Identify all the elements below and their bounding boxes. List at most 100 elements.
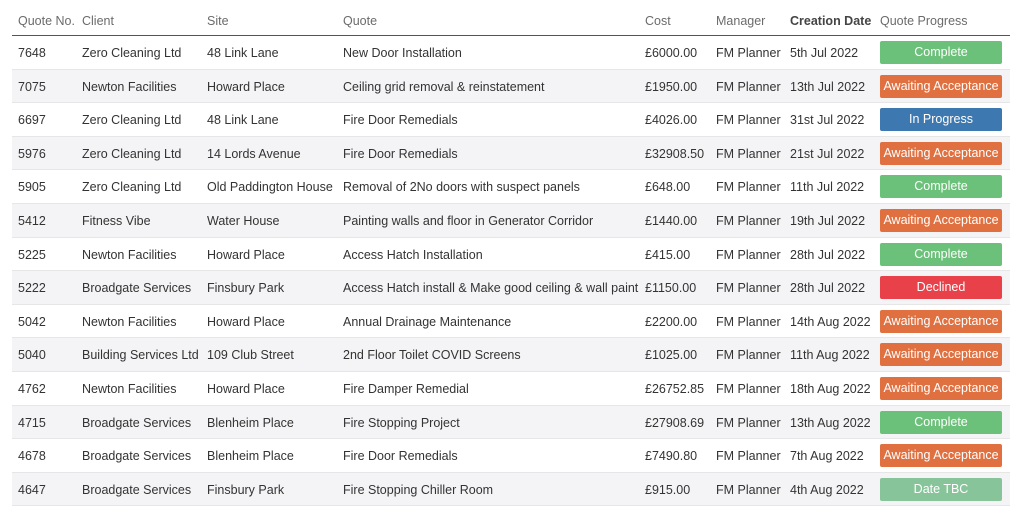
table-cell: Zero Cleaning Ltd xyxy=(82,146,182,161)
table-row[interactable]: 5412 Fitness Vibe Water House Painting wall… xyxy=(12,204,1010,238)
table-cell: 4647 xyxy=(18,482,46,497)
column-header[interactable]: Client xyxy=(82,14,114,28)
table-cell: Fitness Vibe xyxy=(82,214,151,228)
table-cell: 14 Lords Avenue xyxy=(207,146,301,161)
table-cell: 5976 xyxy=(18,146,46,161)
table-cell: Howard Place xyxy=(207,314,285,329)
table-cell: 13th Aug 2022 xyxy=(790,415,871,430)
table-cell: Ceiling grid removal & reinstatement xyxy=(343,79,545,94)
status-badge: In Progress xyxy=(880,108,1002,132)
table-cell: £7490.80 xyxy=(645,449,698,464)
table-row[interactable]: 7648 Zero Cleaning Ltd 48 Link Lane New Doo… xyxy=(12,36,1010,70)
table-cell: Newton Facilities xyxy=(82,247,177,262)
table-cell: FM Planner xyxy=(716,281,781,296)
table-cell: £26752.85 xyxy=(645,382,705,396)
table-cell: £648.00 xyxy=(645,180,691,195)
table-cell: 109 Club Street xyxy=(207,348,294,363)
table-cell: 5412 xyxy=(18,214,46,228)
table-cell: Fire Damper Remedial xyxy=(343,382,469,396)
table-cell: £6000.00 xyxy=(645,46,698,60)
table-cell: Broadgate Services xyxy=(82,415,192,430)
table-cell: Blenheim Place xyxy=(207,415,294,430)
status-badge: Awaiting Acceptance xyxy=(880,377,1002,400)
table-row[interactable]: 7075 Newton Facilities Howard Place Ceiling… xyxy=(12,69,1010,104)
table-cell: Howard Place xyxy=(207,79,285,94)
table-cell: 48 Link Lane xyxy=(207,113,279,128)
table-cell: 11th Jul 2022 xyxy=(790,180,865,195)
table-cell: New Door Installation xyxy=(343,46,462,60)
status-badge: Awaiting Acceptance xyxy=(880,141,1002,165)
table-cell: Broadgate Services xyxy=(82,281,192,296)
table-cell: Fire Stopping Project xyxy=(343,415,460,430)
table-cell: 28th Jul 2022 xyxy=(790,281,866,296)
table-cell: 4762 xyxy=(18,382,46,396)
table-cell: 5th Jul 2022 xyxy=(790,46,859,60)
status-badge: Awaiting Acceptance xyxy=(880,309,1002,333)
table-row[interactable]: 5905 Zero Cleaning Ltd Old Paddington Hous… xyxy=(12,170,1010,204)
table-cell: Howard Place xyxy=(207,247,285,262)
table-cell: £2200.00 xyxy=(645,314,698,329)
column-header[interactable]: Quote No. xyxy=(18,14,75,28)
table-cell: £1025.00 xyxy=(645,348,698,363)
status-badge: Complete xyxy=(880,410,1002,434)
table-row[interactable]: 5042 Newton Facilities Howard Place Annual … xyxy=(12,305,1010,339)
status-badge: Awaiting Acceptance xyxy=(880,74,1002,98)
table-cell: £4026.00 xyxy=(645,113,698,128)
table-row[interactable]: 4678 Broadgate Services Blenheim Place Fire… xyxy=(12,439,1010,473)
table-cell: FM Planner xyxy=(716,146,781,161)
table-cell: Removal of 2No doors with suspect panels xyxy=(343,180,580,195)
table-cell: Fire Stopping Chiller Room xyxy=(343,482,494,497)
table-cell: FM Planner xyxy=(716,348,781,363)
table-cell: FM Planner xyxy=(716,247,781,262)
table-row[interactable]: 4715 Broadgate Services Blenheim Place Fire… xyxy=(12,405,1010,440)
table-cell: 4678 xyxy=(18,449,46,464)
table-cell: Annual Drainage Maintenance xyxy=(343,314,512,329)
column-header[interactable]: Quote xyxy=(343,14,378,28)
column-header[interactable]: Quote Progress xyxy=(880,14,968,28)
status-badge: Complete xyxy=(880,175,1002,199)
table-cell: FM Planner xyxy=(716,113,781,128)
table-cell: £27908.69 xyxy=(645,415,705,430)
table-row[interactable]: 6697 Zero Cleaning Ltd 48 Link Lane Fire Do… xyxy=(12,103,1010,137)
table-cell: Fire Door Remedials xyxy=(343,113,458,128)
status-badge: Declined xyxy=(880,276,1002,300)
table-cell: 21st Jul 2022 xyxy=(790,146,865,161)
table-cell: Finsbury Park xyxy=(207,482,285,497)
column-header[interactable]: Site xyxy=(207,14,229,28)
column-header[interactable]: Creation Date xyxy=(790,14,872,28)
table-cell: Zero Cleaning Ltd xyxy=(82,180,182,195)
status-badge: Awaiting Acceptance xyxy=(880,209,1002,232)
table-cell: 5222 xyxy=(18,281,46,296)
table-row[interactable]: 5222 Broadgate Services Finsbury Park Acces… xyxy=(12,271,1010,305)
table-row[interactable]: 4647 Broadgate Services Finsbury Park Fire … xyxy=(12,472,1010,507)
table-row[interactable]: 5976 Zero Cleaning Ltd 14 Lords Avenue Fire… xyxy=(12,136,1010,171)
table-cell: 19th Jul 2022 xyxy=(790,214,866,228)
table-row[interactable]: 4762 Newton Facilities Howard Place Fire Da… xyxy=(12,372,1010,406)
status-badge: Complete xyxy=(880,242,1002,266)
table-row[interactable]: 5225 Newton Facilities Howard Place Access … xyxy=(12,238,1010,272)
table-cell: Broadgate Services xyxy=(82,482,192,497)
table-cell: 7th Aug 2022 xyxy=(790,449,864,464)
table-cell: Fire Door Remedials xyxy=(343,146,458,161)
table-cell: 14th Aug 2022 xyxy=(790,314,871,329)
table-cell: 7075 xyxy=(18,79,46,94)
table-cell: Fire Door Remedials xyxy=(343,449,458,464)
table-cell: 7648 xyxy=(18,46,46,60)
table-cell: 48 Link Lane xyxy=(207,46,279,60)
table-cell: FM Planner xyxy=(716,180,781,195)
table-cell: 31st Jul 2022 xyxy=(790,113,865,128)
status-badge: Complete xyxy=(880,41,1002,64)
table-cell: Broadgate Services xyxy=(82,449,192,464)
table-cell: Old Paddington House xyxy=(207,180,333,195)
table-cell: Newton Facilities xyxy=(82,382,177,396)
table-cell: Access Hatch install & Make good ceiling… xyxy=(343,281,639,296)
table-row[interactable]: 5040 Building Services Ltd 109 Club Street… xyxy=(12,338,1010,372)
table-cell: £415.00 xyxy=(645,247,691,262)
column-header[interactable]: Cost xyxy=(645,14,671,28)
table-cell: FM Planner xyxy=(716,79,781,94)
column-header[interactable]: Manager xyxy=(716,14,766,28)
table-cell: Building Services Ltd xyxy=(82,348,199,363)
table-cell: FM Planner xyxy=(716,482,781,497)
table-cell: Newton Facilities xyxy=(82,314,177,329)
table-cell: Zero Cleaning Ltd xyxy=(82,46,182,60)
